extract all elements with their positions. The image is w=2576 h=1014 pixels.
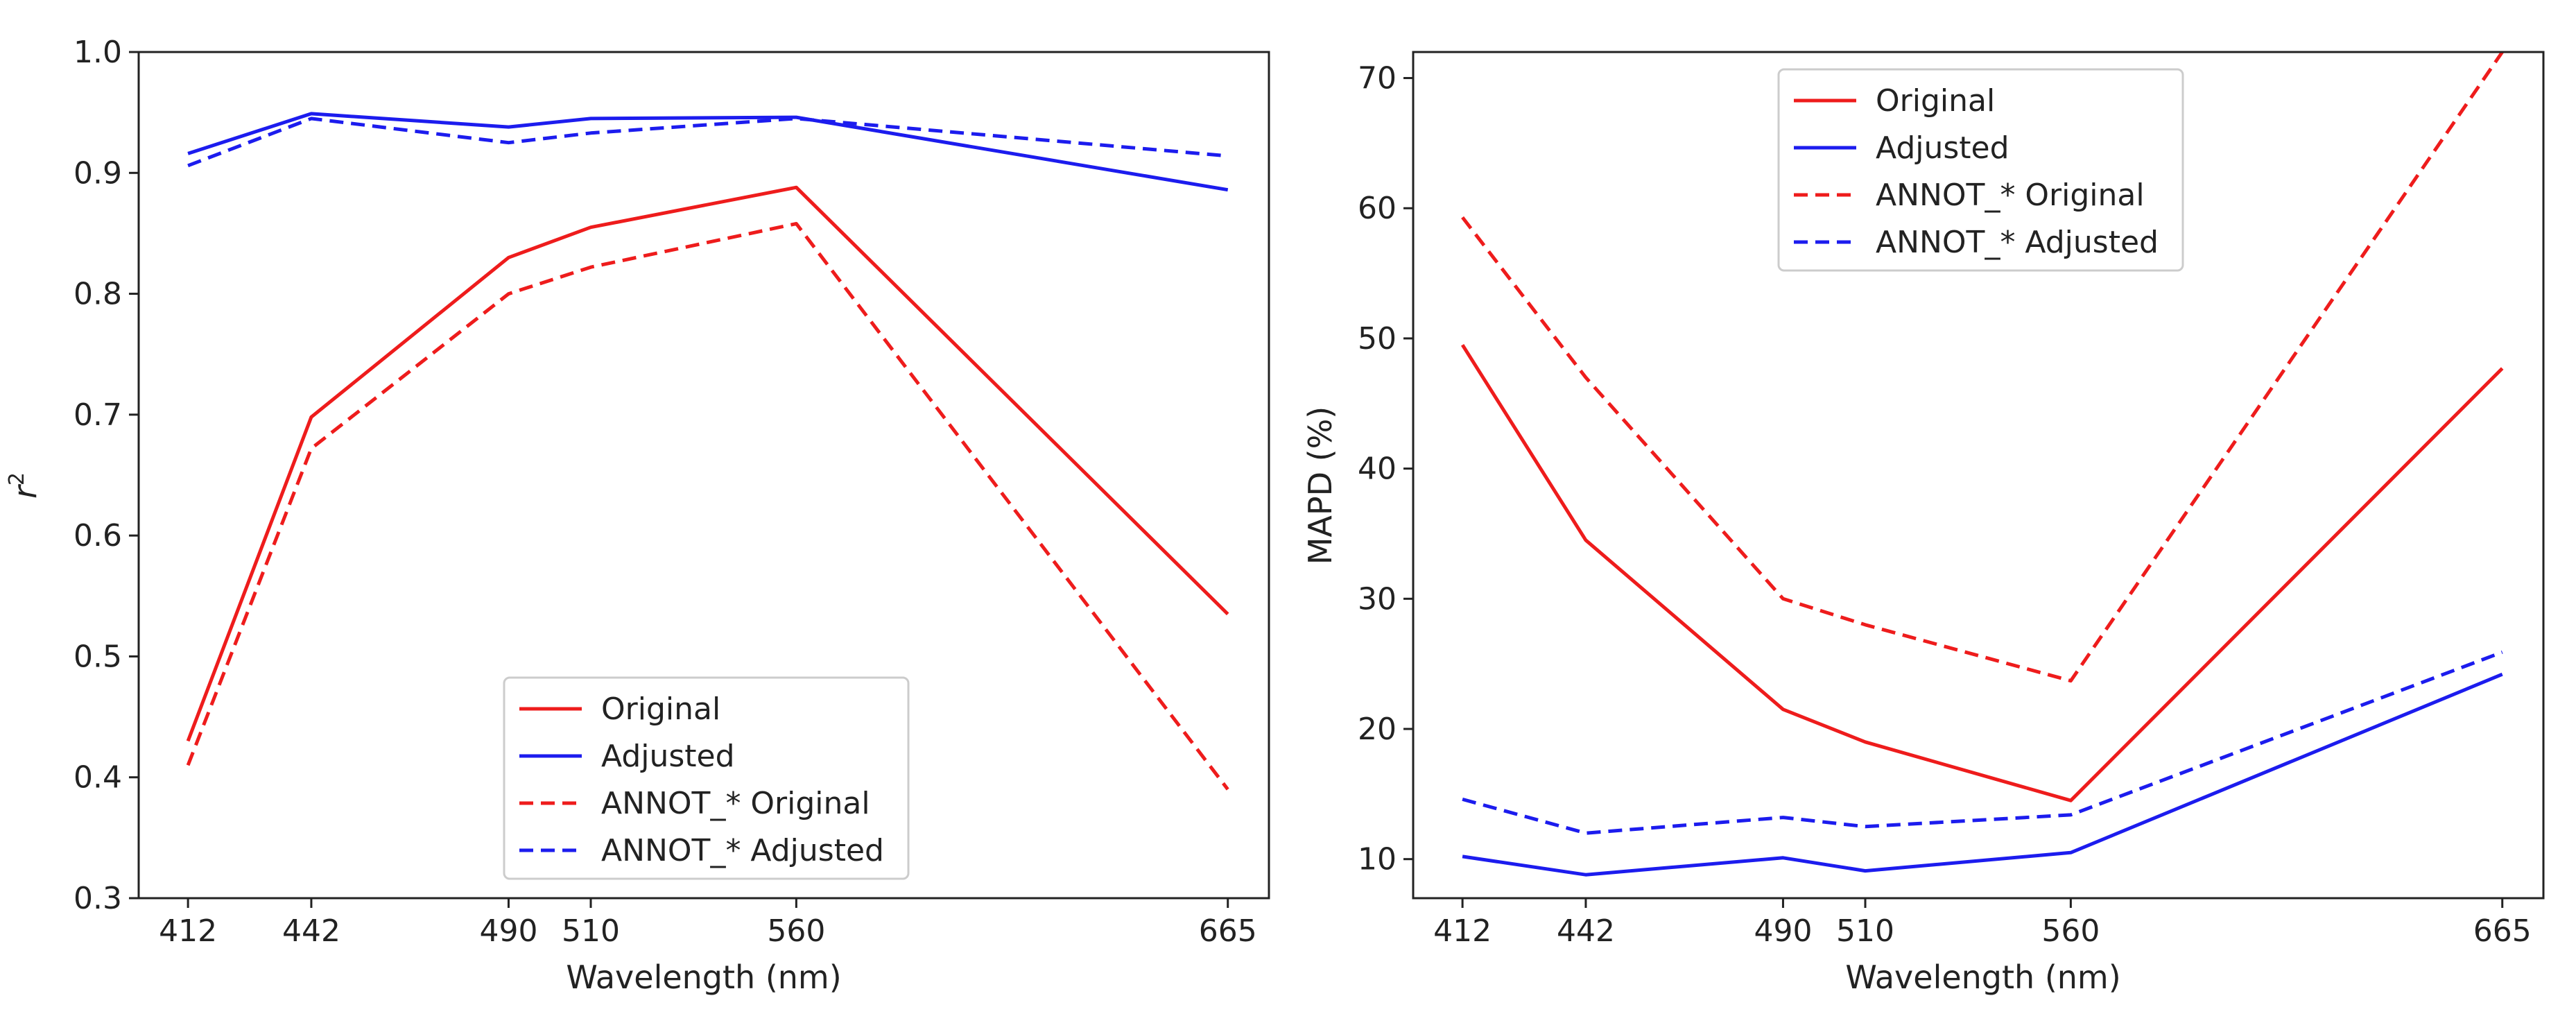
y-tick-label: 20 bbox=[1358, 712, 1397, 747]
r2-chart: r2 Wavelength (nm) 0.3 0.4 0.5 0.6 0.7 0.8 0.9… bbox=[5, 35, 1270, 996]
legend-label: Original bbox=[601, 691, 720, 727]
x-tick-label: 665 bbox=[1199, 913, 1257, 949]
plot-frame bbox=[137, 51, 1270, 900]
y-tick-label: 0.3 bbox=[74, 881, 122, 916]
series-line-annot-original bbox=[1461, 51, 2504, 683]
legend-label: ANNOT_* Original bbox=[601, 786, 870, 821]
legend-label: ANNOT_* Adjusted bbox=[601, 833, 884, 868]
legend-label: Adjusted bbox=[601, 739, 735, 774]
x-tick-label: 510 bbox=[1836, 913, 1894, 949]
y-tick-label: 40 bbox=[1358, 452, 1397, 487]
x-axis-label: Wavelength (nm) bbox=[566, 959, 841, 996]
y-tick-label: 60 bbox=[1358, 191, 1397, 226]
y-tick-label: 0.7 bbox=[74, 397, 122, 433]
legend-frame bbox=[503, 676, 910, 880]
series-line-annot-adjusted bbox=[187, 117, 1228, 168]
y-axis-label: r2 bbox=[5, 472, 44, 499]
series-line-original bbox=[1460, 343, 2504, 802]
x-tick-label: 412 bbox=[159, 913, 217, 949]
x-tick-label: 442 bbox=[282, 913, 340, 949]
x-tick-label: 490 bbox=[1754, 913, 1812, 949]
legend: Original Adjusted ANNOT_* Original ANNOT_* … bbox=[503, 676, 910, 880]
legend-label: Original bbox=[1876, 83, 1995, 119]
x-tick-label: 560 bbox=[767, 913, 825, 949]
series-line-annot-original bbox=[186, 222, 1229, 791]
series-line-original bbox=[186, 185, 1229, 742]
series-line-adjusted bbox=[187, 112, 1229, 192]
y-tick-label: 0.4 bbox=[74, 760, 122, 796]
x-tick-label: 412 bbox=[1433, 913, 1492, 949]
y-tick-label: 1.0 bbox=[74, 35, 122, 70]
legend-label: Adjusted bbox=[1876, 130, 2009, 166]
x-tick-label: 510 bbox=[562, 913, 620, 949]
legend-label: ANNOT_* Adjusted bbox=[1876, 225, 2159, 260]
x-axis-label: Wavelength (nm) bbox=[1845, 959, 2120, 996]
y-tick-label: 0.9 bbox=[74, 155, 122, 191]
x-tick-label: 560 bbox=[2041, 913, 2100, 949]
plot-frame bbox=[1412, 51, 2545, 900]
y-tick-label: 50 bbox=[1358, 321, 1397, 356]
y-tick-label: 70 bbox=[1358, 61, 1397, 96]
series-line-adjusted bbox=[1462, 672, 2503, 877]
y-tick-label: 0.6 bbox=[74, 518, 122, 553]
series-line-annot-adjusted bbox=[1462, 650, 2503, 835]
legend: Original Adjusted ANNOT_* Original ANNOT_* … bbox=[1777, 68, 2184, 272]
x-tick-label: 665 bbox=[2473, 913, 2532, 949]
mapd-chart: MAPD (%) Wavelength (nm) 10 20 30 40 50 60 70 4… bbox=[1302, 51, 2545, 996]
legend-label: ANNOT_* Original bbox=[1876, 178, 2145, 213]
y-axis-label: MAPD (%) bbox=[1302, 406, 1339, 565]
y-tick-label: 0.5 bbox=[74, 639, 122, 674]
x-tick-label: 490 bbox=[479, 913, 537, 949]
x-tick-label: 442 bbox=[1557, 913, 1615, 949]
legend-frame bbox=[1777, 68, 2184, 272]
y-tick-label: 10 bbox=[1358, 842, 1397, 877]
y-tick-label: 0.8 bbox=[74, 277, 122, 312]
y-tick-label: 30 bbox=[1358, 581, 1397, 617]
